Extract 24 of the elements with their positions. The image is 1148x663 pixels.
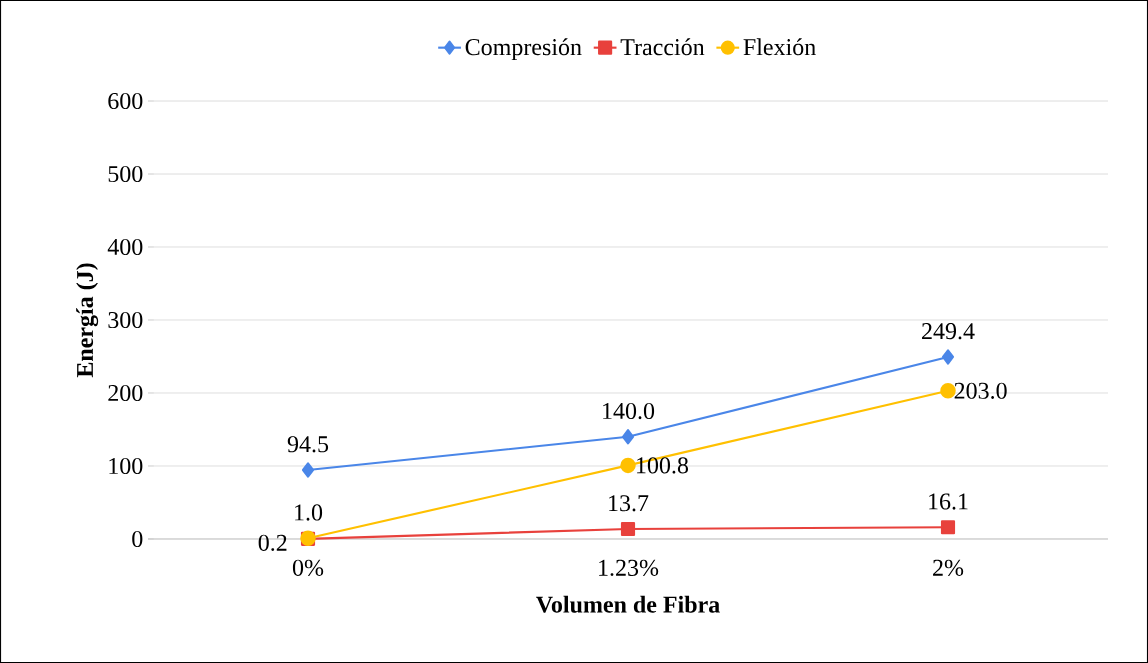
data-label: 100.8 (637, 457, 689, 474)
y-tick-label: 400 (107, 238, 143, 256)
x-tick-label: 1.23% (599, 559, 659, 576)
data-label: 16.1 (929, 493, 968, 510)
y-tick-label: 200 (108, 384, 143, 402)
data-label: 0.2 (258, 534, 287, 551)
x-tick-label: 2% (933, 559, 964, 576)
y-tick-label: 600 (108, 92, 143, 110)
data-label: 94.5 (287, 436, 329, 453)
data-label: 140.0 (603, 402, 655, 420)
data-label: 13.7 (609, 495, 649, 512)
y-tick-label: 100 (109, 457, 143, 475)
data-label: 1.0 (295, 504, 323, 521)
y-tick-label: 500 (108, 165, 143, 183)
data-label: 249.4 (922, 323, 975, 340)
y-tick-label: 300 (108, 311, 143, 329)
x-axis-title: Volumen de Fibra (536, 595, 720, 613)
legend-label: Compresión (465, 38, 582, 61)
y-tick-label: 0 (132, 530, 143, 548)
legend-label: Tracción (620, 38, 705, 56)
legend-label: Flexión (743, 38, 816, 56)
data-label: 203.0 (954, 382, 1007, 399)
x-tick-label: 0% (292, 559, 324, 576)
y-axis-title: Energía (J) (76, 263, 99, 378)
